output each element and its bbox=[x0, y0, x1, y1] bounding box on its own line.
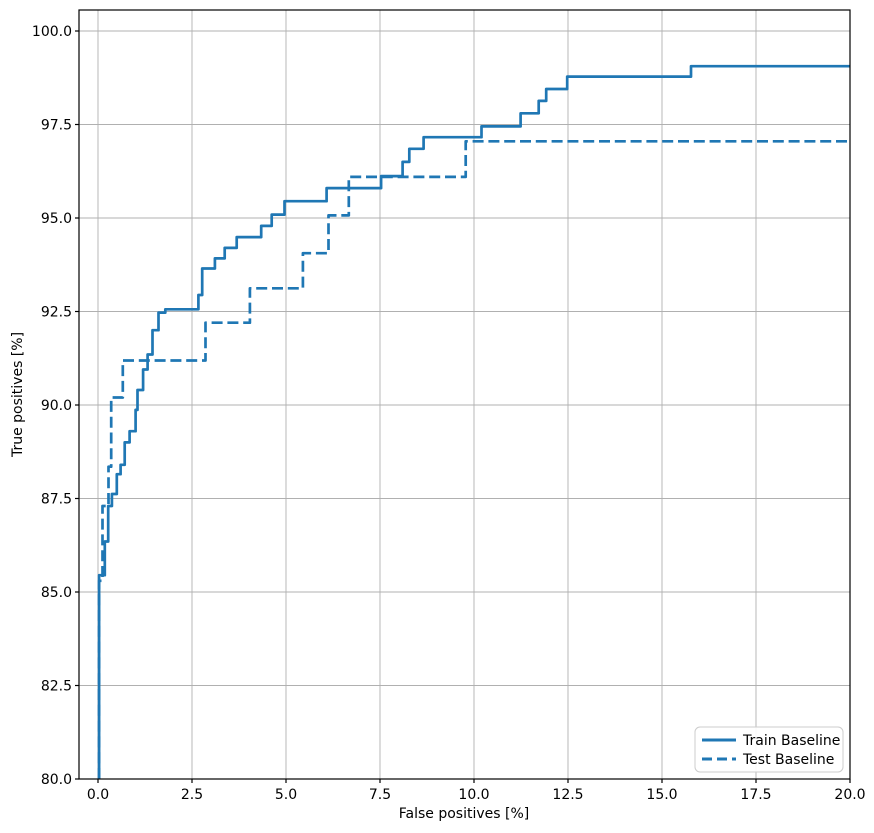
ticklabel-layer: 0.0 2.5 5.0 7.5 10.0 12.5 15.0 17.5 20.0 80.0 82.5… bbox=[32, 24, 866, 803]
x-tick-label: 2.5 bbox=[181, 787, 203, 803]
x-tick-label: 15.0 bbox=[646, 787, 677, 803]
legend-label: Train Baseline bbox=[742, 733, 840, 749]
series-line-test bbox=[97, 139, 850, 779]
y-tick-label: 80.0 bbox=[41, 772, 72, 788]
y-tick-label: 87.5 bbox=[41, 492, 72, 508]
x-tick-label: 10.0 bbox=[458, 787, 489, 803]
y-tick-label: 85.0 bbox=[41, 585, 72, 601]
y-tick-label: 97.5 bbox=[41, 118, 72, 134]
x-tick-label: 0.0 bbox=[87, 787, 109, 803]
legend: Train Baseline Test Baseline bbox=[694, 726, 844, 773]
x-tick-label: 5.0 bbox=[275, 787, 297, 803]
series-layer bbox=[97, 64, 850, 779]
x-tick-label: 20.0 bbox=[834, 787, 865, 803]
axes-layer bbox=[75, 9, 851, 783]
legend-box bbox=[694, 726, 844, 773]
y-axis-label: True positives [%] bbox=[10, 332, 26, 458]
x-tick-label: 12.5 bbox=[552, 787, 583, 803]
y-tick-label: 82.5 bbox=[41, 679, 72, 695]
y-tick-label: 90.0 bbox=[41, 398, 72, 414]
x-tick-label: 17.5 bbox=[740, 787, 771, 803]
legend-label: Test Baseline bbox=[742, 752, 834, 768]
y-tick-label: 95.0 bbox=[41, 211, 72, 227]
y-tick-label: 100.0 bbox=[32, 24, 72, 40]
plot-border bbox=[78, 9, 851, 780]
series-line-train bbox=[97, 64, 850, 779]
y-tick-label: 92.5 bbox=[41, 305, 72, 321]
grid-layer bbox=[79, 10, 851, 780]
x-tick-label: 7.5 bbox=[369, 787, 391, 803]
x-axis-label: False positives [%] bbox=[399, 806, 529, 822]
